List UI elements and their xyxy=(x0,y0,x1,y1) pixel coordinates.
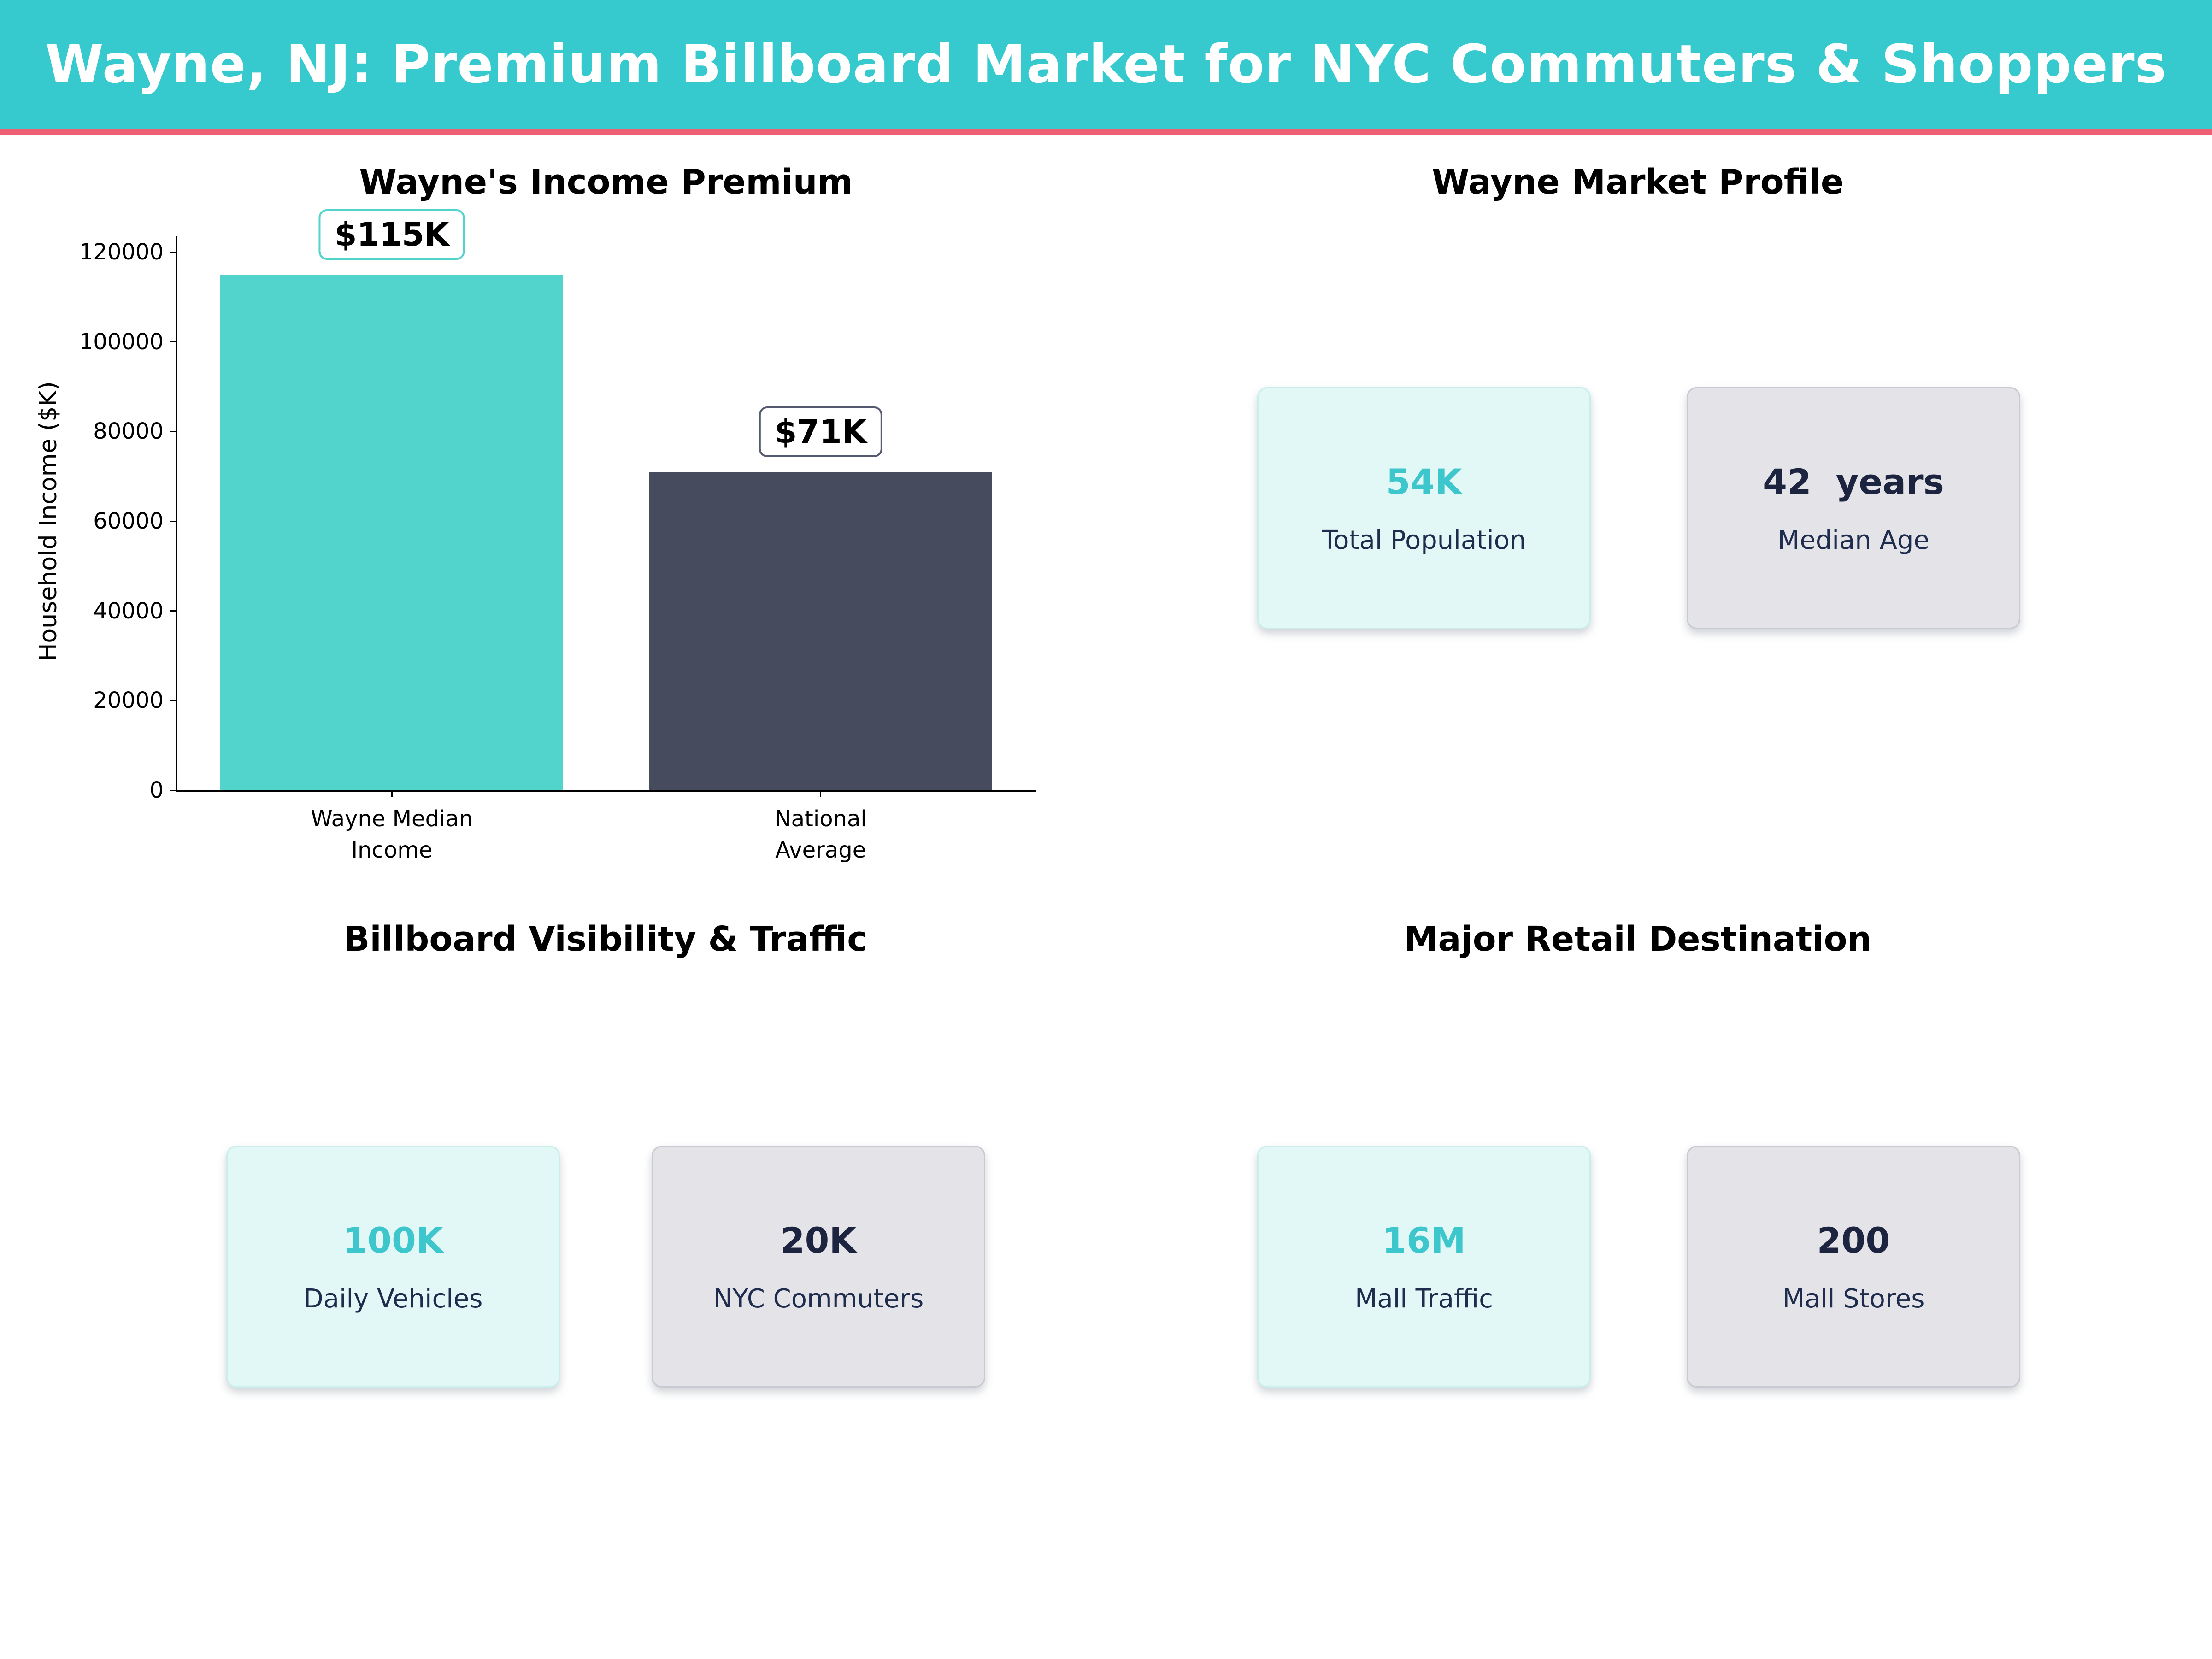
x-tick-label: Wayne Median Income xyxy=(177,803,606,866)
bar-wayne-median-income xyxy=(220,274,564,790)
y-tick-label: 0 xyxy=(149,777,164,803)
bar-value-annotation: $115K xyxy=(318,209,465,260)
section-title-retail: Major Retail Destination xyxy=(1404,919,1872,959)
stat-value-mall-stores: 200 xyxy=(1817,1219,1890,1261)
x-tick-label-line: Income xyxy=(351,837,433,863)
x-tick-mark xyxy=(391,790,393,797)
y-tick-label: 80000 xyxy=(93,418,164,445)
stat-label-daily-vehicles: Daily Vehicles xyxy=(303,1283,483,1314)
stat-value-mall-traffic: 16M xyxy=(1382,1219,1466,1261)
stat-card-total-population: 54K Total Population xyxy=(1257,387,1591,629)
stat-value-nyc-commuters: 20K xyxy=(780,1219,857,1261)
y-tick-mark xyxy=(170,520,176,522)
y-tick-mark xyxy=(170,251,176,253)
x-tick-label-line: Wayne Median xyxy=(311,806,473,832)
header-accent-line xyxy=(0,129,2212,135)
stat-value-daily-vehicles: 100K xyxy=(343,1219,443,1261)
header-banner: Wayne, NJ: Premium Billboard Market for … xyxy=(0,0,2212,129)
y-tick-mark xyxy=(170,789,176,791)
stat-label-mall-stores: Mall Stores xyxy=(1782,1283,1925,1314)
y-tick-label: 20000 xyxy=(93,688,164,714)
y-tick-label: 120000 xyxy=(79,239,164,265)
section-title-market-profile: Wayne Market Profile xyxy=(1431,162,1844,202)
stat-label-nyc-commuters: NYC Commuters xyxy=(713,1283,924,1314)
stat-label-mall-traffic: Mall Traffic xyxy=(1355,1283,1493,1314)
bar-national-average xyxy=(649,471,992,790)
stat-card-nyc-commuters: 20K NYC Commuters xyxy=(652,1146,985,1388)
chart-title: Wayne's Income Premium xyxy=(359,162,853,202)
y-tick-mark xyxy=(170,341,176,343)
y-tick-label: 60000 xyxy=(93,508,164,534)
x-axis-spine xyxy=(176,790,1036,792)
stat-card-daily-vehicles: 100K Daily Vehicles xyxy=(226,1146,560,1388)
stat-label-total-population: Total Population xyxy=(1322,525,1526,555)
y-tick-mark xyxy=(170,610,176,612)
y-axis-spine xyxy=(176,236,177,792)
x-tick-label-line: National xyxy=(774,806,867,832)
stat-card-median-age: 42 years Median Age xyxy=(1687,387,2020,629)
page-title: Wayne, NJ: Premium Billboard Market for … xyxy=(45,34,2167,95)
stat-label-median-age: Median Age xyxy=(1777,525,1930,555)
bar-value-annotation: $71K xyxy=(759,406,882,457)
y-tick-mark xyxy=(170,430,176,432)
y-tick-label: 40000 xyxy=(93,598,164,624)
x-tick-label: National Average xyxy=(606,803,1035,866)
stat-card-mall-traffic: 16M Mall Traffic xyxy=(1257,1146,1591,1388)
stat-card-mall-stores: 200 Mall Stores xyxy=(1687,1146,2020,1388)
stat-value-total-population: 54K xyxy=(1386,461,1462,502)
section-title-billboard: Billboard Visibility & Traffic xyxy=(343,919,868,959)
stat-value-median-age: 42 years xyxy=(1763,461,1944,502)
x-tick-label-line: Average xyxy=(775,837,866,863)
y-tick-label: 100000 xyxy=(79,329,164,355)
x-tick-mark xyxy=(820,790,822,797)
y-tick-mark xyxy=(170,700,176,701)
